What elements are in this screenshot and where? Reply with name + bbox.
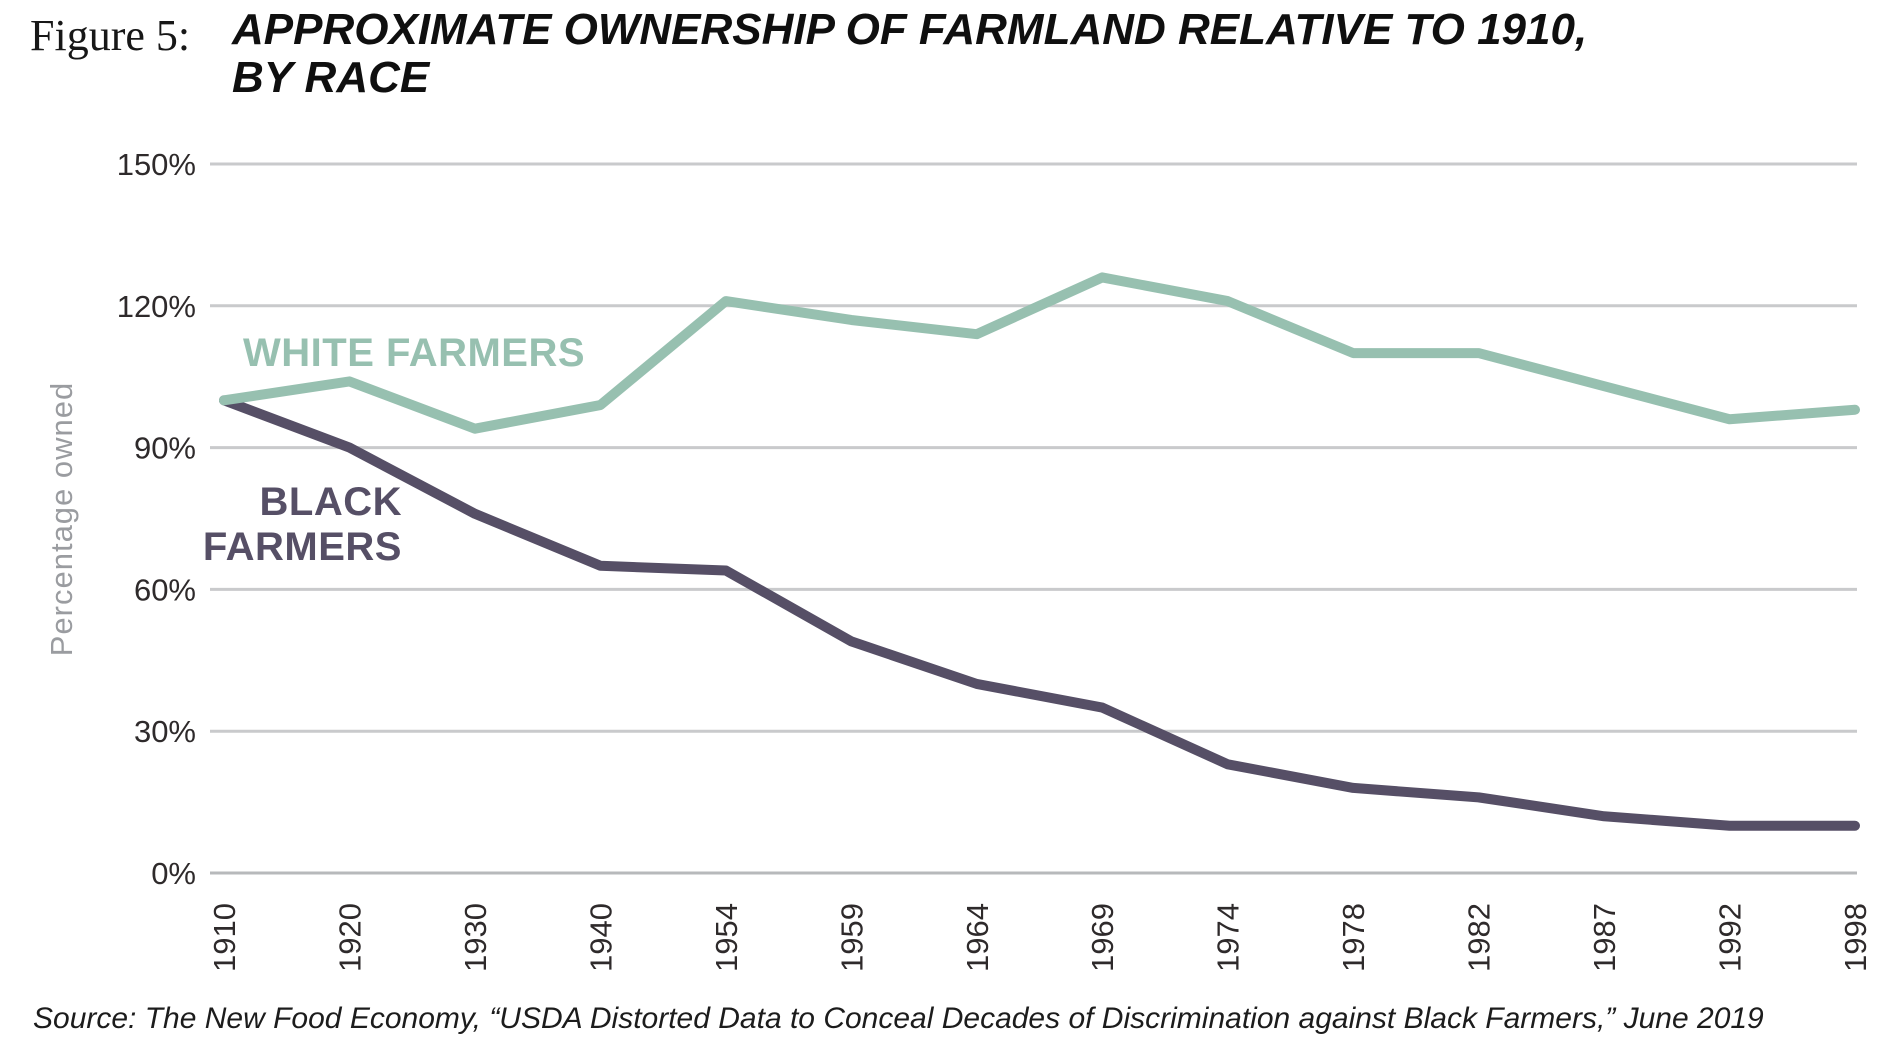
black-farmers-line [219, 395, 1860, 831]
x-tick-label-1974: 1974 [1211, 903, 1246, 972]
x-tick-label-1969: 1969 [1085, 903, 1120, 972]
x-tick-label-1987: 1987 [1587, 903, 1622, 972]
x-tick-label-1982: 1982 [1462, 903, 1497, 972]
x-tick-label-1964: 1964 [960, 903, 995, 972]
y-tick-label-90%: 90% [134, 431, 196, 466]
y-gridlines [210, 162, 1857, 875]
white-farmers-series-label: WHITE FARMERS [243, 331, 586, 375]
x-tick-label-1920: 1920 [332, 903, 367, 972]
x-tick-label-1998: 1998 [1838, 903, 1873, 972]
data-series-lines [219, 272, 1860, 831]
x-tick-label-1992: 1992 [1713, 903, 1748, 972]
source-citation: Source: The New Food Economy, “USDA Dist… [33, 1002, 1764, 1035]
figure-title: APPROXIMATE OWNERSHIP OF FARMLAND RELATI… [232, 6, 1692, 102]
x-tick-label-1930: 1930 [458, 903, 493, 972]
x-tick-label-1978: 1978 [1336, 903, 1371, 972]
y-tick-label-150%: 150% [117, 147, 196, 182]
black-farmers-series-label-line-2: FARMERS [202, 525, 402, 569]
figure-title-line-2: BY RACE [232, 53, 430, 102]
y-axis-title: Percentage owned [44, 382, 79, 657]
y-tick-label-30%: 30% [134, 714, 196, 749]
y-tick-labels: 0% 30% 60% 90% 120% 150% [117, 147, 196, 891]
x-tick-label-1940: 1940 [583, 903, 618, 972]
y-tick-label-0%: 0% [151, 856, 196, 891]
black-farmers-series-label: BLACK FARMERS [102, 480, 402, 570]
figure-number-label: Figure 5: [30, 11, 191, 60]
y-tick-label-60%: 60% [134, 572, 196, 607]
black-farmers-series-label-line-1: BLACK [259, 480, 402, 524]
x-tick-label-1959: 1959 [834, 903, 869, 972]
x-tick-labels: 1910 1920 1930 1940 1954 1959 1964 1969 1974 1978… [207, 903, 1873, 972]
x-tick-label-1954: 1954 [709, 903, 744, 972]
white-farmers-line [219, 272, 1860, 434]
figure-title-line-1: APPROXIMATE OWNERSHIP OF FARMLAND RELATI… [232, 5, 1588, 54]
x-tick-label-1910: 1910 [207, 903, 242, 972]
y-tick-label-120%: 120% [117, 289, 196, 324]
